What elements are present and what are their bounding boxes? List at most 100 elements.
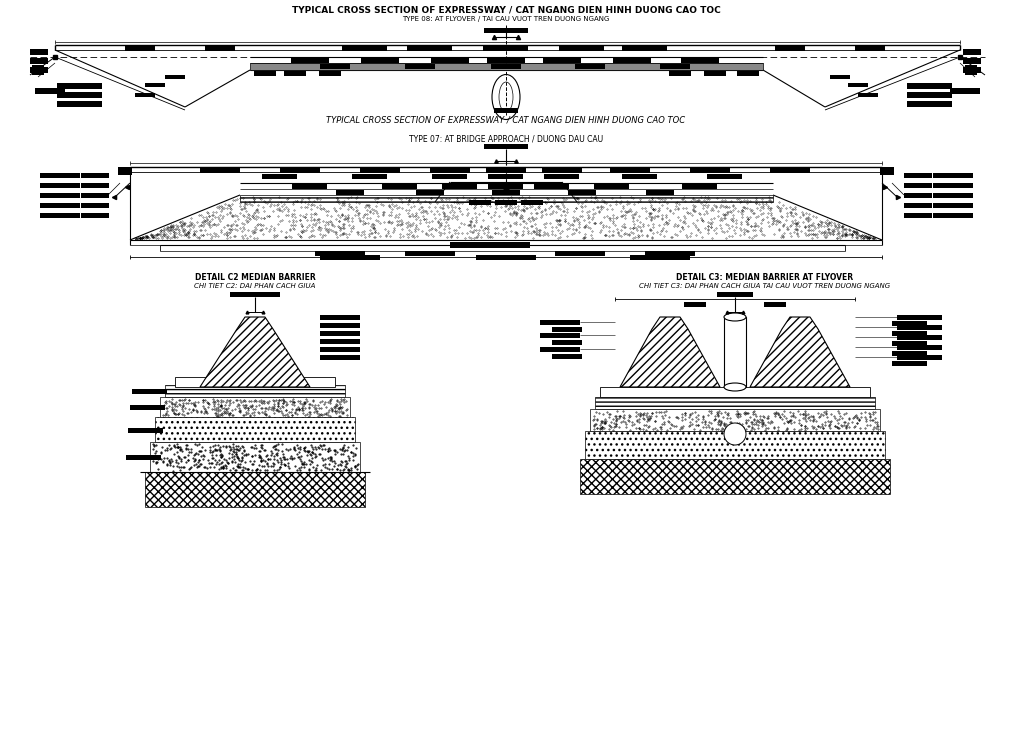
Bar [903, 203, 931, 208]
Bar [593, 183, 629, 188]
Bar [668, 71, 691, 75]
Bar [491, 189, 520, 194]
Bar [30, 58, 48, 64]
Ellipse shape [723, 313, 745, 321]
Bar [250, 63, 762, 70]
Polygon shape [200, 317, 309, 387]
Bar [962, 49, 980, 55]
Bar [292, 183, 328, 188]
Bar [81, 212, 109, 218]
Bar [175, 377, 335, 387]
Bar [892, 340, 927, 346]
Bar [644, 250, 695, 256]
Bar [118, 167, 131, 175]
Bar [579, 459, 889, 494]
Bar [534, 183, 569, 188]
Bar [81, 183, 109, 188]
Bar [336, 189, 364, 194]
Bar [145, 472, 365, 507]
Bar [200, 168, 240, 173]
Bar [485, 168, 526, 173]
Bar [903, 173, 931, 177]
Bar [897, 314, 941, 320]
Bar [81, 173, 109, 177]
Bar [962, 58, 980, 64]
Bar [949, 88, 979, 94]
Bar [962, 67, 980, 73]
Bar [932, 173, 972, 177]
Bar [58, 83, 102, 89]
Bar [559, 45, 604, 51]
Bar [490, 63, 521, 69]
Bar [857, 93, 878, 97]
Bar [319, 63, 350, 69]
Bar [964, 65, 976, 75]
Bar [932, 183, 972, 188]
Bar [645, 189, 673, 194]
Bar [132, 388, 168, 393]
Bar [486, 57, 525, 63]
Bar [704, 71, 725, 75]
Bar [574, 63, 605, 69]
Bar [314, 250, 365, 256]
Bar [81, 192, 109, 197]
Bar [32, 65, 43, 75]
Bar [165, 75, 185, 79]
Bar [903, 183, 931, 188]
Bar [431, 57, 468, 63]
Bar [551, 340, 581, 344]
Bar [468, 200, 490, 204]
Bar [540, 332, 579, 337]
Ellipse shape [723, 383, 745, 391]
Bar [30, 67, 48, 73]
Bar [319, 331, 360, 335]
Bar [352, 174, 387, 179]
Bar [360, 168, 399, 173]
Bar [40, 192, 80, 197]
Bar [543, 57, 580, 63]
Bar [483, 144, 528, 149]
Bar [932, 203, 972, 208]
Bar [319, 323, 360, 328]
Bar [40, 173, 80, 177]
Bar [319, 338, 360, 343]
Bar [404, 250, 455, 256]
Bar [847, 83, 867, 87]
Bar [126, 454, 162, 460]
Bar [622, 45, 667, 51]
Bar [128, 428, 164, 433]
Text: DETAIL C3: MEDIAN BARRIER AT FLYOVER: DETAIL C3: MEDIAN BARRIER AT FLYOVER [675, 273, 852, 282]
Bar [404, 63, 435, 69]
Text: CHI TIET C2: DAI PHAN CACH GIUA: CHI TIET C2: DAI PHAN CACH GIUA [194, 283, 315, 289]
Bar [150, 442, 360, 472]
Bar [897, 355, 941, 360]
Bar [284, 71, 305, 75]
Bar [319, 355, 360, 360]
Bar [81, 203, 109, 208]
Bar [240, 195, 772, 202]
Bar [584, 431, 885, 459]
Bar [407, 45, 452, 51]
Circle shape [723, 423, 745, 445]
Text: TYPICAL CROSS SECTION OF EXPRESSWAY / CAT NGANG DIEN HINH DUONG CAO TOC: TYPICAL CROSS SECTION OF EXPRESSWAY / CA… [327, 115, 684, 124]
Bar [600, 387, 869, 397]
Bar [907, 101, 951, 107]
Bar [716, 292, 752, 297]
Bar [229, 292, 280, 297]
Bar [880, 167, 893, 175]
Bar [160, 397, 350, 417]
Text: TYPICAL CROSS SECTION OF EXPRESSWAY / CAT NGANG DIEN HINH DUONG CAO TOC: TYPICAL CROSS SECTION OF EXPRESSWAY / CA… [291, 5, 720, 14]
Bar [613, 57, 650, 63]
Bar [155, 417, 355, 442]
Bar [897, 344, 941, 349]
Bar [544, 174, 579, 179]
Bar [829, 75, 849, 79]
Bar [769, 168, 809, 173]
Bar [165, 385, 345, 397]
Bar [40, 212, 80, 218]
Bar [134, 93, 155, 97]
Bar [897, 325, 941, 329]
Bar [125, 45, 155, 51]
Bar [319, 346, 360, 352]
Bar [892, 361, 927, 366]
